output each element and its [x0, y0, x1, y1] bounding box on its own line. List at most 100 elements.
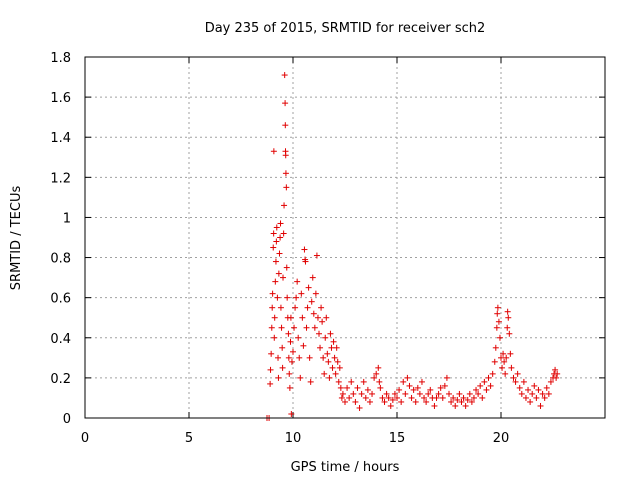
data-point — [285, 330, 292, 337]
data-point — [358, 390, 365, 397]
data-point — [270, 148, 277, 155]
data-point — [506, 330, 513, 337]
data-point — [460, 394, 467, 401]
data-point — [487, 382, 494, 389]
data-point — [462, 402, 469, 409]
data-point — [381, 398, 388, 405]
data-point — [485, 374, 492, 381]
data-point — [278, 324, 285, 331]
data-point — [306, 354, 313, 361]
data-point — [271, 314, 278, 321]
data-point — [279, 344, 286, 351]
data-point — [339, 390, 346, 397]
data-point — [410, 386, 417, 393]
data-point — [396, 386, 403, 393]
data-point — [296, 354, 303, 361]
data-point — [387, 402, 394, 409]
data-point — [492, 344, 499, 351]
data-point — [294, 278, 301, 285]
x-tick-label: 15 — [389, 431, 406, 446]
data-point — [330, 338, 337, 345]
data-point — [362, 394, 369, 401]
data-point — [491, 358, 498, 365]
data-point — [298, 290, 305, 297]
data-point — [450, 394, 457, 401]
data-point — [282, 122, 289, 129]
data-point — [539, 390, 546, 397]
data-point — [302, 258, 309, 265]
data-point — [541, 394, 548, 401]
data-point — [270, 244, 277, 251]
data-point — [280, 230, 287, 237]
data-point — [527, 398, 534, 405]
y-tick-label: 1.4 — [50, 131, 71, 146]
data-point — [287, 338, 294, 345]
data-point — [342, 398, 348, 405]
axis-layer: 0 5 10 15 20 0 0.2 0.4 0.6 0.8 1 1.2 1.4 1.6 1.8 — [50, 51, 605, 446]
data-point — [348, 378, 355, 385]
data-point — [454, 396, 461, 403]
data-point — [448, 398, 455, 405]
data-point — [325, 358, 332, 365]
data-point — [354, 384, 361, 391]
data-point — [322, 334, 329, 341]
x-tick-label: 10 — [285, 431, 302, 446]
data-point — [425, 390, 432, 397]
data-point — [402, 390, 409, 397]
data-point — [277, 220, 284, 227]
data-point — [437, 384, 444, 391]
data-point — [394, 394, 400, 401]
chart-title: Day 235 of 2015, SRMTID for receiver sch… — [205, 21, 486, 36]
data-point — [290, 348, 296, 355]
data-point — [489, 370, 496, 377]
data-point — [522, 394, 529, 401]
data-point — [493, 324, 500, 331]
y-tick-label: 0.4 — [50, 332, 71, 347]
data-point — [514, 370, 521, 377]
data-point — [508, 364, 515, 371]
data-point — [443, 374, 450, 381]
data-point — [379, 394, 386, 401]
data-point — [291, 324, 298, 331]
data-point — [554, 370, 561, 377]
data-point — [525, 386, 532, 393]
data-point — [335, 378, 342, 385]
data-point — [293, 294, 300, 301]
data-point — [309, 274, 316, 281]
data-point — [331, 354, 338, 361]
data-point — [277, 304, 284, 311]
y-tick-label: 1.2 — [50, 171, 71, 186]
data-point — [275, 374, 282, 381]
data-point — [412, 398, 419, 405]
data-point — [371, 374, 378, 381]
data-point — [543, 384, 550, 391]
data-point — [504, 308, 511, 315]
data-point — [283, 264, 290, 271]
data-point — [369, 390, 376, 397]
data-point — [418, 378, 425, 385]
data-point — [364, 386, 371, 393]
data-point — [553, 374, 560, 381]
points-layer — [264, 72, 561, 421]
data-point — [297, 374, 304, 381]
data-point — [435, 390, 442, 397]
data-point — [366, 398, 373, 405]
data-point — [317, 344, 324, 351]
data-point — [504, 324, 511, 331]
data-point — [375, 364, 382, 371]
data-point — [272, 258, 279, 265]
data-point — [376, 378, 383, 385]
data-point — [333, 344, 340, 351]
data-point — [295, 334, 302, 341]
x-tick-label: 5 — [185, 431, 193, 446]
data-point — [494, 304, 501, 311]
data-point — [329, 364, 336, 371]
data-point — [496, 334, 503, 341]
data-point — [458, 398, 465, 405]
data-point — [272, 278, 279, 285]
data-point — [494, 310, 501, 317]
data-point — [502, 370, 509, 377]
y-tick-label: 0.8 — [50, 252, 71, 267]
data-point — [286, 384, 293, 391]
data-point — [552, 366, 559, 373]
